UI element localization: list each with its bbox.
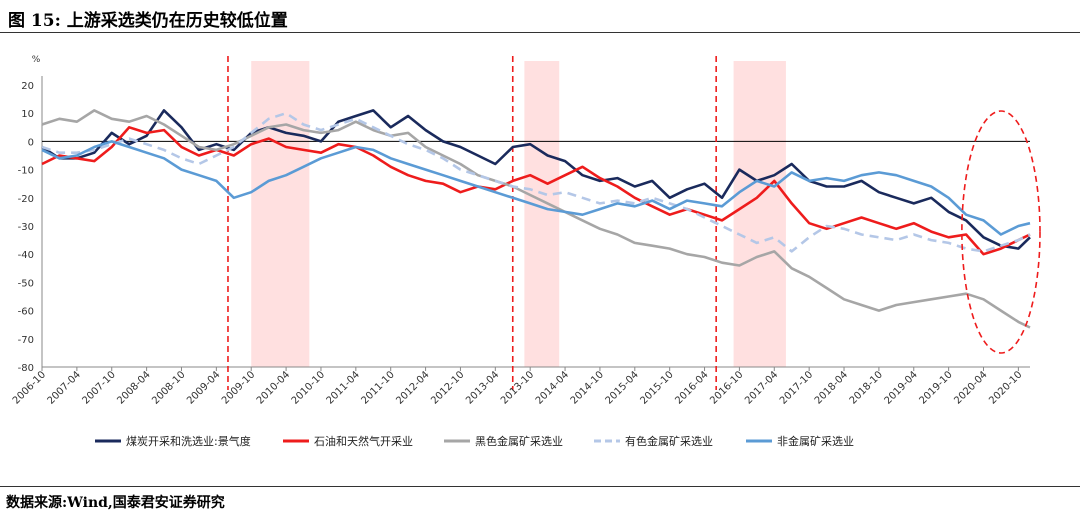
y-tick-label: -50: [18, 278, 34, 289]
legend-label-nonferrous: 有色金属矿采选业: [625, 434, 713, 448]
x-tick-label: 2012-04: [394, 369, 431, 406]
y-tick-label: -20: [18, 194, 34, 205]
highlight-ellipse: [961, 110, 1041, 354]
x-tick-label: 2020-04: [952, 369, 989, 406]
shaded-period: [251, 61, 310, 367]
x-tick-label: 2011-10: [359, 369, 396, 406]
x-tick-label: 2009-04: [185, 369, 222, 406]
y-tick-label: 20: [21, 81, 34, 92]
x-tick-label: 2007-04: [46, 369, 83, 406]
y-tick-label: -60: [18, 307, 34, 318]
shaded-periods: [251, 61, 786, 367]
x-tick-label: 2011-04: [325, 369, 362, 406]
x-tick-label: 2018-04: [813, 369, 850, 406]
shaded-period: [733, 61, 786, 367]
source-rule: [0, 486, 1080, 487]
dashed-markers: [227, 56, 717, 390]
x-tick-label: 2009-10: [220, 369, 257, 406]
x-tick-label: 2008-10: [150, 369, 187, 406]
title-rule: [0, 32, 1080, 33]
x-tick-label: 2010-04: [255, 369, 292, 406]
y-tick-label: -80: [18, 363, 34, 374]
highlight-ellipse-group: [961, 110, 1041, 354]
x-tick-label: 2007-10: [81, 369, 118, 406]
legend-label-oil: 石油和天然气开采业: [314, 434, 413, 448]
legend-label-nonmetal: 非金属矿采选业: [777, 434, 854, 448]
figure-title: 图 15: 上游采选类仍在历史较低位置: [8, 11, 288, 31]
x-tick-label: 2017-10: [778, 369, 815, 406]
series-line-nonmetal: [41, 140, 1031, 236]
x-tick-label: 2019-10: [917, 369, 954, 406]
legend: 煤炭开采和洗选业:景气度 石油和天然气开采业 黑色金属矿采选业 有色金属矿采选业 非金属…: [95, 434, 854, 448]
series-line-nonferrous: [41, 111, 1031, 253]
y-axis-label: %: [32, 55, 41, 65]
series-line-coal: [41, 109, 1031, 250]
x-tick-label: 2013-10: [499, 369, 536, 406]
y-tick-label: -10: [18, 166, 34, 177]
x-tick-label: 2012-10: [429, 369, 466, 406]
series-line-oil: [41, 126, 1031, 256]
source-note: 数据来源:Wind,国泰君安证券研究: [6, 495, 225, 511]
x-tick-label: 2006-10: [11, 369, 48, 406]
x-tick-label: 2020-10: [987, 369, 1024, 406]
x-tick-label: 2017-04: [743, 369, 780, 406]
y-tick-label: 0: [28, 137, 34, 148]
x-tick-label: 2018-10: [848, 369, 885, 406]
x-tick-label: 2015-10: [638, 369, 675, 406]
y-tick-label: -30: [18, 222, 34, 233]
series-lines: [41, 109, 1031, 329]
x-tick-label: 2008-04: [115, 369, 152, 406]
x-tick-label: 2016-10: [708, 369, 745, 406]
x-tick-label: 2014-10: [569, 369, 606, 406]
legend-label-coal: 煤炭开采和洗选业:景气度: [126, 434, 251, 448]
shaded-period: [524, 61, 560, 367]
legend-label-ferrous: 黑色金属矿采选业: [475, 434, 563, 448]
x-tick-label: 2014-04: [534, 369, 571, 406]
x-tick-label: 2015-04: [604, 369, 641, 406]
x-tick-label: 2010-10: [290, 369, 327, 406]
x-tick-label: 2019-04: [883, 369, 920, 406]
series-line-ferrous: [41, 109, 1031, 329]
y-tick-label: 10: [21, 109, 34, 120]
x-tick-label: 2013-04: [464, 369, 501, 406]
y-tick-label: -70: [18, 335, 34, 346]
x-tick-labels: 2006-102007-042007-102008-042008-102009-…: [11, 367, 1024, 407]
x-tick-label: 2016-04: [673, 369, 710, 406]
y-tick-label: -40: [18, 250, 34, 261]
y-tick-labels: 20 10 0 -10 -20 -30 -40 -50 -60 -70 -80: [18, 81, 34, 374]
